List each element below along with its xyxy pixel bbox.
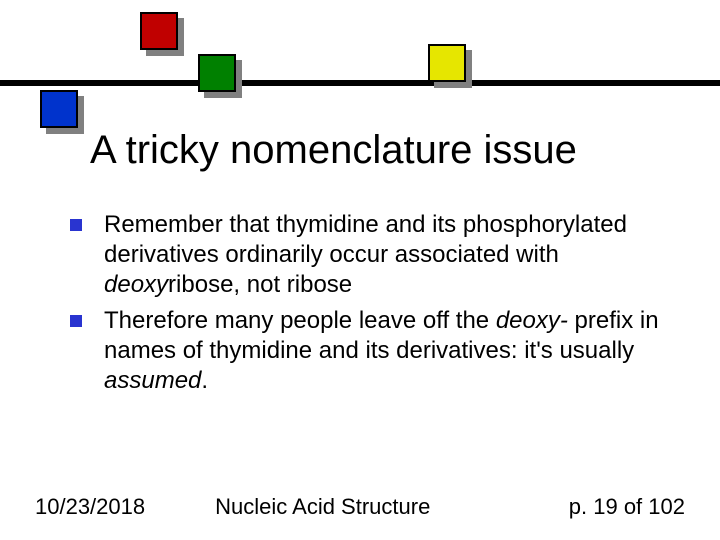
footer-title: Nucleic Acid Structure <box>215 494 569 520</box>
square-red <box>140 12 178 50</box>
bullet-square-icon <box>70 315 82 327</box>
bullet-text: Remember that thymidine and its phosphor… <box>104 210 660 300</box>
square-green <box>198 54 236 92</box>
footer-page-number: p. 19 of 102 <box>569 494 685 520</box>
header-decoration <box>0 0 720 130</box>
header-line <box>0 80 720 86</box>
bullet-square-icon <box>70 219 82 231</box>
bullet-item: Therefore many people leave off the deox… <box>70 306 660 396</box>
slide-body: Remember that thymidine and its phosphor… <box>70 210 660 402</box>
square-yellow <box>428 44 466 82</box>
slide: A tricky nomenclature issue Remember tha… <box>0 0 720 540</box>
footer-date: 10/23/2018 <box>35 494 145 520</box>
bullet-text: Therefore many people leave off the deox… <box>104 306 660 396</box>
slide-footer: 10/23/2018 Nucleic Acid Structure p. 19 … <box>35 494 685 520</box>
slide-title: A tricky nomenclature issue <box>90 128 577 173</box>
square-blue <box>40 90 78 128</box>
bullet-item: Remember that thymidine and its phosphor… <box>70 210 660 300</box>
